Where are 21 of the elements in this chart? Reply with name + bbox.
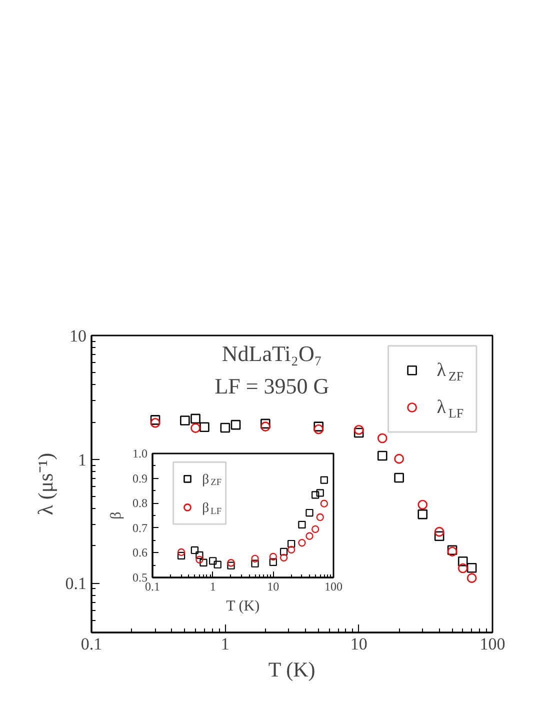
y-tick-label: 10	[70, 326, 86, 346]
annotation: NdLaTi₂O₇	[222, 340, 322, 366]
y-tick-label: 0.8	[132, 496, 148, 510]
y-tick-label: 1	[78, 450, 86, 470]
x-tick-label: 10	[267, 580, 280, 594]
x-tick-label: 100	[480, 634, 506, 654]
x-tick-label: 1	[220, 634, 230, 654]
y-axis-title: β	[108, 512, 124, 520]
y-tick-label: 0.9	[132, 471, 148, 486]
y-tick-label: 1.0	[132, 446, 148, 460]
y-tick-label: 0.5	[132, 570, 148, 584]
x-tick-label: 0.1	[145, 580, 160, 594]
annotation: LF = 3950 G	[214, 373, 330, 398]
x-axis-title: T (K)	[268, 658, 316, 682]
y-tick-label: 0.6	[132, 546, 148, 560]
x-tick-label: 100	[324, 580, 342, 594]
y-tick-label: 0.7	[132, 520, 148, 535]
x-tick-label: 1	[210, 580, 216, 594]
x-axis-title: T (K)	[226, 598, 260, 614]
y-axis-title: λ (μs⁻¹)	[33, 452, 58, 516]
x-tick-label: 10	[350, 634, 368, 654]
